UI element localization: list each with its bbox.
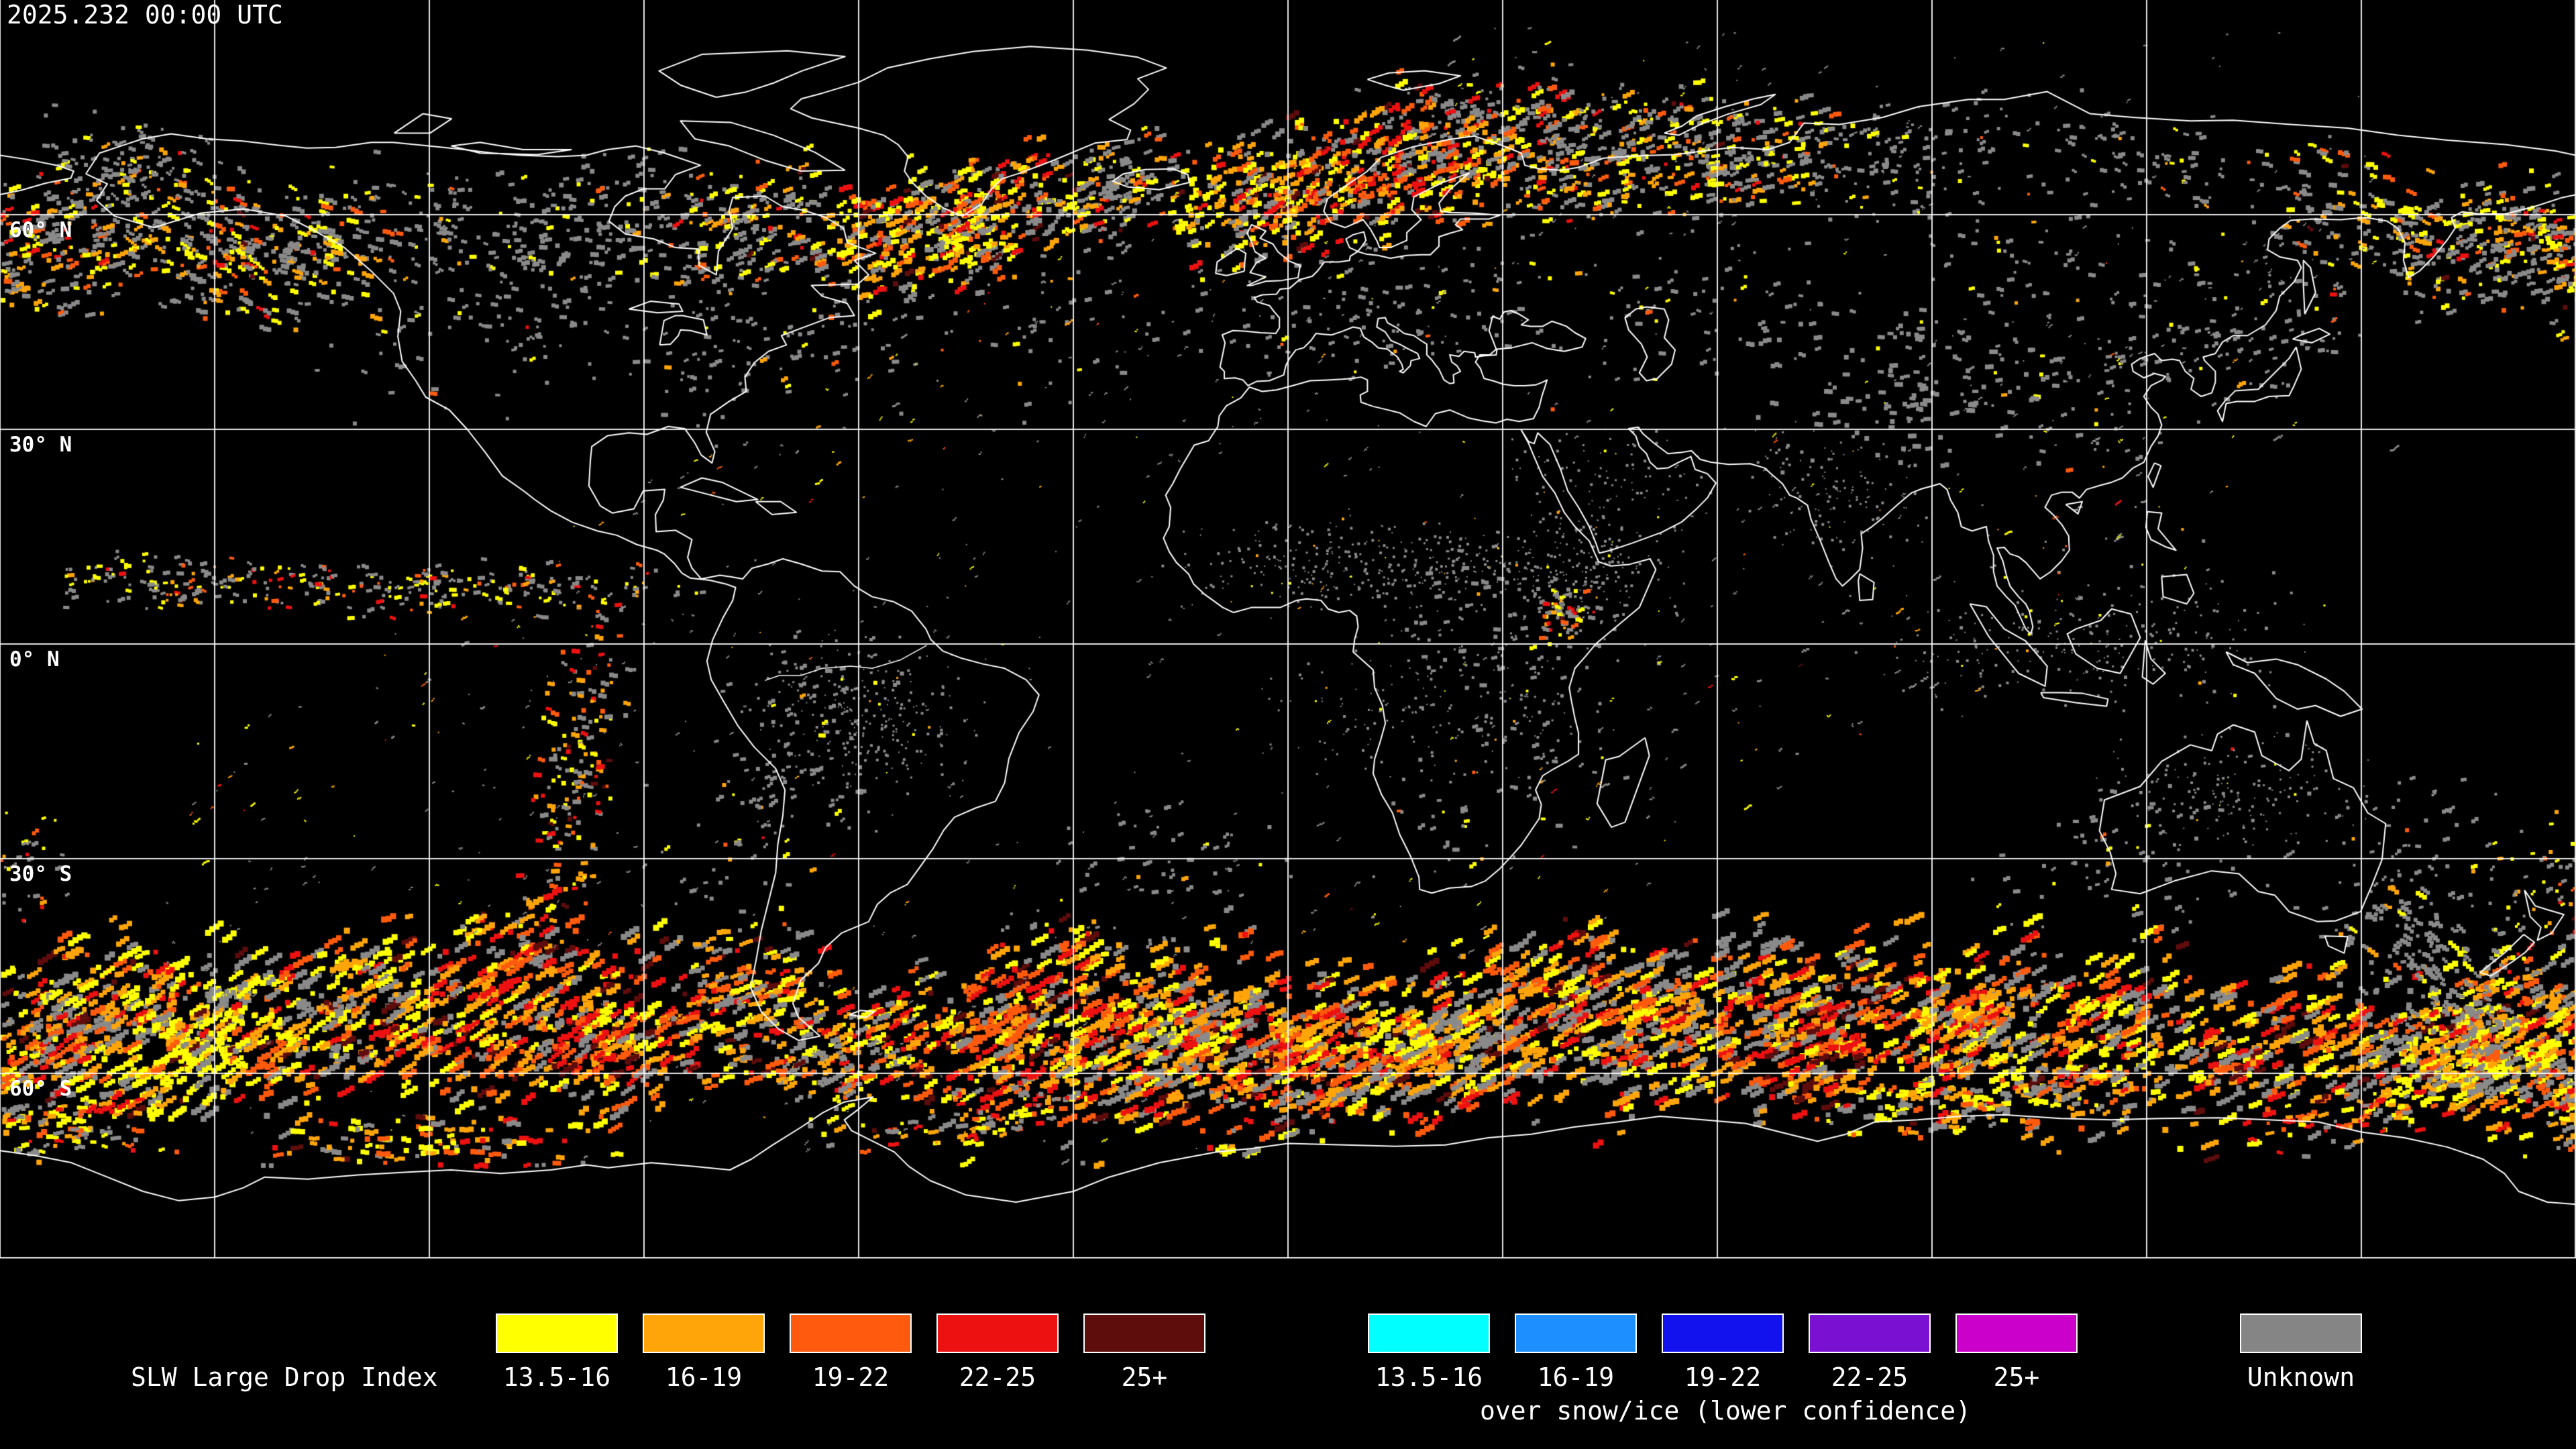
legend-snow-label-19-22: 19-22	[1684, 1362, 1762, 1392]
legend-standard-swatch-19-22	[790, 1313, 912, 1353]
legend-bar: SLW Large Drop Index 13.5-16 16-19 19-22 22…	[0, 1259, 2576, 1449]
latitude-label: 30° S	[9, 862, 72, 886]
legend-snow-swatch-13.5-16	[1368, 1313, 1490, 1353]
timestamp-label: 2025.232 00:00 UTC	[7, 0, 283, 30]
legend-unknown-label-Unknown: Unknown	[2247, 1362, 2355, 1392]
legend-snow-label-22-25: 22-25	[1831, 1362, 1909, 1392]
legend-standard-swatch-13.5-16	[496, 1313, 618, 1353]
legend-standard-swatch-16-19	[643, 1313, 765, 1353]
legend-standard-label-16-19: 16-19	[665, 1362, 743, 1392]
legend-standard-label-13.5-16: 13.5-16	[502, 1362, 611, 1392]
legend-standard-swatch-25+	[1083, 1313, 1205, 1353]
latitude-label: 60° S	[9, 1077, 72, 1101]
legend-snow-swatch-16-19	[1515, 1313, 1637, 1353]
latitude-label: 30° N	[9, 433, 72, 457]
latitude-label: 60° N	[9, 218, 72, 242]
legend-snow-label-13.5-16: 13.5-16	[1375, 1362, 1483, 1392]
legend-title: SLW Large Drop Index	[131, 1362, 438, 1392]
legend-standard-label-22-25: 22-25	[959, 1362, 1036, 1392]
legend-snow-label-16-19: 16-19	[1537, 1362, 1615, 1392]
legend-unknown-swatch-Unknown	[2240, 1313, 2362, 1353]
legend-snow-swatch-25+	[1955, 1313, 2078, 1353]
snow-ice-note: over snow/ice (lower confidence)	[1479, 1396, 1972, 1426]
latitude-label: 0° N	[9, 647, 60, 672]
legend-standard-swatch-22-25	[936, 1313, 1059, 1353]
legend-standard-label-19-22: 19-22	[812, 1362, 890, 1392]
legend-snow-label-25+: 25+	[1993, 1362, 2040, 1392]
legend-snow-swatch-22-25	[1809, 1313, 1931, 1353]
legend-snow-swatch-19-22	[1662, 1313, 1784, 1353]
legend-standard-label-25+: 25+	[1121, 1362, 1168, 1392]
